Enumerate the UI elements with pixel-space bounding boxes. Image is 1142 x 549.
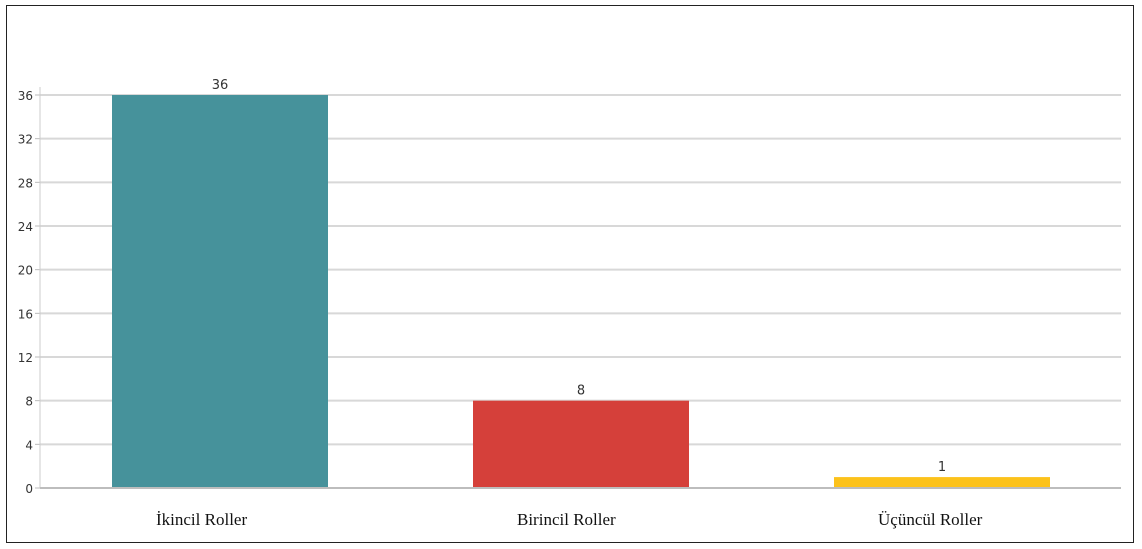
y-tick-label: 8 bbox=[25, 395, 33, 409]
y-tick-label: 16 bbox=[18, 307, 33, 321]
bar bbox=[473, 400, 689, 488]
bar bbox=[112, 95, 328, 488]
category-label: Üçüncül Roller bbox=[878, 510, 983, 529]
bars bbox=[112, 95, 1050, 488]
data-label: 8 bbox=[577, 384, 585, 399]
y-tick-label: 20 bbox=[18, 264, 33, 278]
category-label: İkincil Roller bbox=[156, 510, 247, 529]
y-tick-label: 24 bbox=[18, 220, 33, 234]
y-axis: 0 4 8 12 16 20 24 28 32 36 bbox=[18, 87, 41, 496]
data-labels: 36 8 1 bbox=[212, 78, 946, 475]
y-tick-label: 32 bbox=[18, 133, 33, 147]
y-tick-label: 36 bbox=[18, 89, 33, 103]
bar bbox=[834, 477, 1050, 488]
data-label: 1 bbox=[938, 460, 946, 475]
x-axis: İkincil Roller Birincil Roller Üçüncül Rol… bbox=[40, 487, 1121, 529]
y-tick-label: 0 bbox=[25, 482, 33, 496]
y-tick-label: 4 bbox=[25, 438, 33, 452]
category-label: Birincil Roller bbox=[517, 510, 616, 529]
y-tick-label: 12 bbox=[18, 351, 33, 365]
y-tick-label: 28 bbox=[18, 176, 33, 190]
data-label: 36 bbox=[212, 78, 229, 93]
